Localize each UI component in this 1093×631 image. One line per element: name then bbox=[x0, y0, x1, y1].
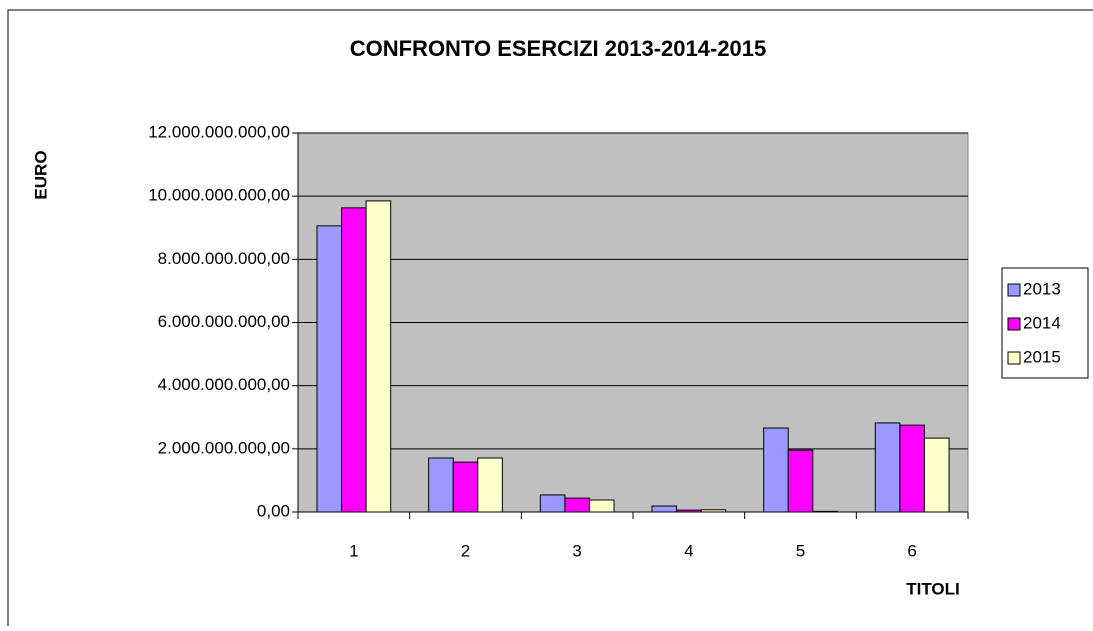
y-tick-label: 8.000.000.000,00 bbox=[158, 249, 290, 268]
x-tick-label: 2 bbox=[461, 541, 470, 560]
x-tick-label: 4 bbox=[684, 541, 693, 560]
bar bbox=[763, 427, 789, 513]
bar bbox=[316, 225, 343, 513]
y-tick-label: 10.000.000.000,00 bbox=[148, 186, 290, 205]
bar bbox=[365, 200, 392, 513]
bar bbox=[477, 457, 503, 513]
y-tick-label: 4.000.000.000,00 bbox=[158, 375, 290, 394]
bar bbox=[874, 422, 901, 513]
legend-label: 2015 bbox=[1023, 347, 1061, 366]
bar bbox=[588, 499, 615, 513]
legend-label: 2014 bbox=[1023, 313, 1061, 332]
y-tick-label: 12.000.000.000,00 bbox=[148, 122, 290, 141]
bar bbox=[899, 424, 925, 513]
x-tick-label: 1 bbox=[349, 541, 358, 560]
y-tick-label: 2.000.000.000,00 bbox=[158, 438, 290, 457]
bar bbox=[428, 457, 454, 513]
x-tick-label: 5 bbox=[796, 541, 805, 560]
y-tick-label: 6.000.000.000,00 bbox=[158, 312, 290, 331]
bar bbox=[341, 207, 367, 513]
bar bbox=[700, 509, 727, 513]
x-tick-label: 6 bbox=[907, 541, 916, 560]
chart-frame bbox=[7, 9, 1093, 631]
bar bbox=[923, 437, 950, 513]
legend-swatch bbox=[1007, 283, 1021, 297]
legend-swatch bbox=[1007, 317, 1021, 331]
bar bbox=[564, 497, 590, 513]
bar bbox=[452, 461, 479, 513]
legend-label: 2013 bbox=[1023, 279, 1061, 298]
x-tick-label: 3 bbox=[572, 541, 581, 560]
y-axis-label: EURO bbox=[31, 150, 50, 199]
bar bbox=[539, 494, 566, 513]
x-axis-label: TITOLI bbox=[906, 579, 960, 598]
bar bbox=[651, 505, 678, 513]
bar bbox=[676, 509, 702, 513]
bar bbox=[787, 449, 814, 513]
legend-swatch bbox=[1007, 351, 1021, 365]
y-tick-label: 0,00 bbox=[257, 501, 290, 520]
chart-title: CONFRONTO ESERCIZI 2013-2014-2015 bbox=[350, 36, 767, 61]
bar bbox=[812, 510, 838, 513]
